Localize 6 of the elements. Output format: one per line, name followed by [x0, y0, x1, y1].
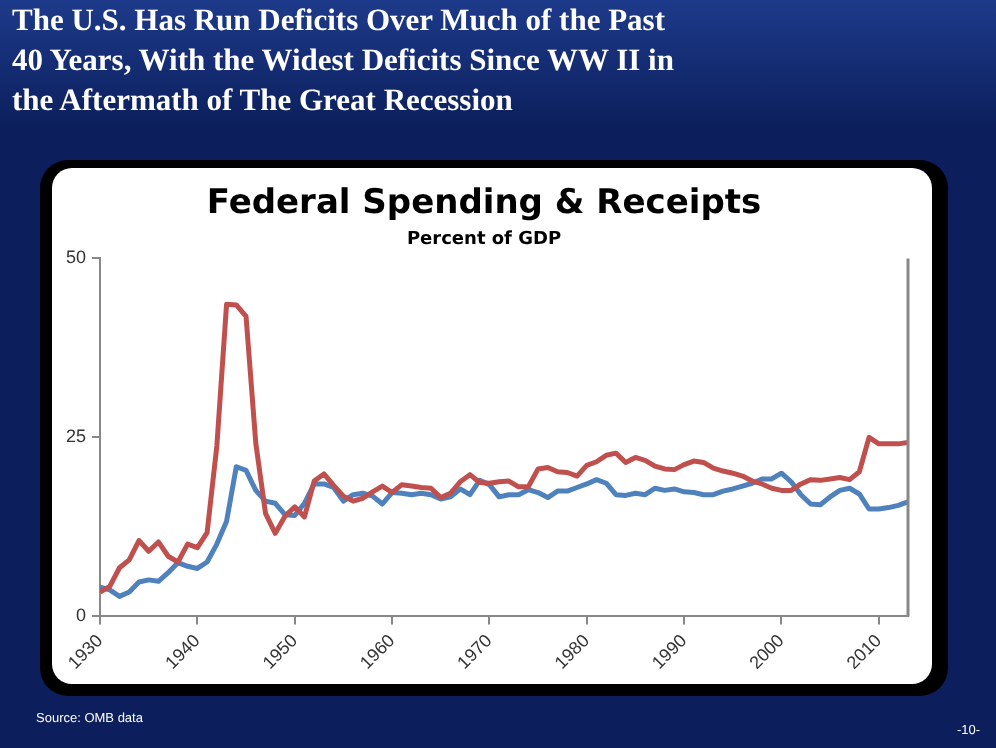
- y-tick-label: 25: [65, 426, 87, 447]
- y-tick-label: 0: [75, 605, 87, 626]
- text: Percent of GDP: [406, 230, 562, 251]
- chart-title: The U.S. Has Run Deficits Over Much of the Past 40 Years, With the Widest Deficits Since WW II in the Aftermath of The Great Recession: [12, 2, 676, 122]
- chart-subtitle: Federal Spending & Receipts: [206, 183, 762, 224]
- y-tick-label: 50: [65, 247, 87, 268]
